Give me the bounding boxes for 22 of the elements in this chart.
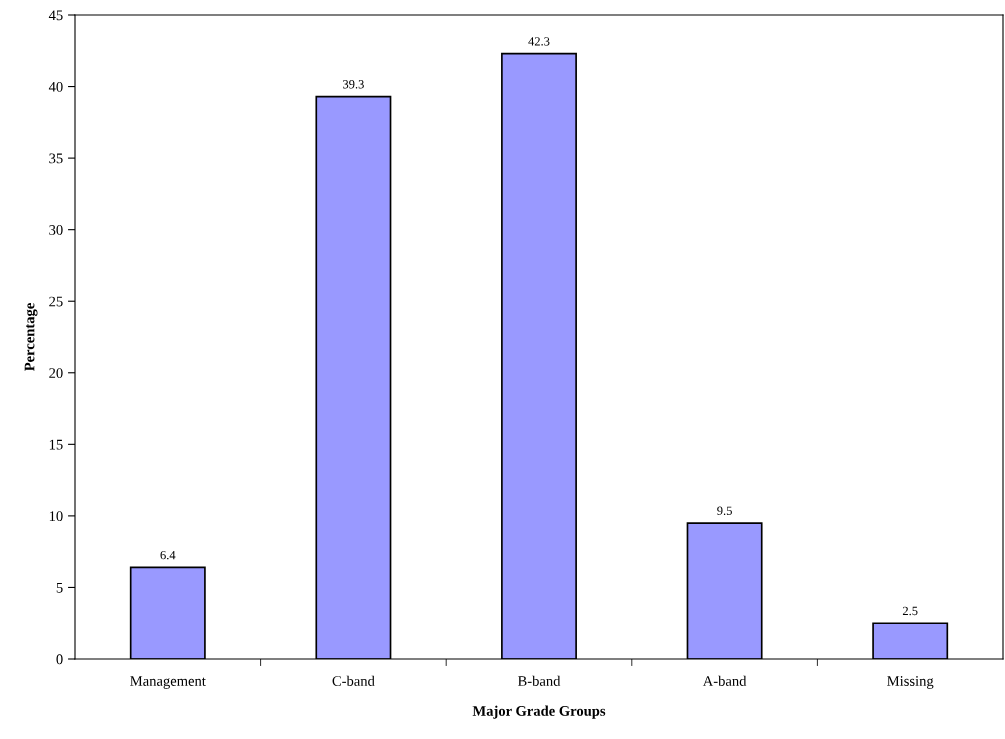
y-tick-label: 5 xyxy=(56,582,63,593)
y-tick-label: 30 xyxy=(49,225,63,235)
y-tick-label: 45 xyxy=(48,10,63,21)
y-tick-label: 35 xyxy=(49,153,63,164)
y-tick-label: 0 xyxy=(56,654,63,665)
x-axis-title: Major Grade Groups xyxy=(472,705,606,719)
x-tick-label: A-band xyxy=(702,675,747,686)
data-label: 42.3 xyxy=(528,37,550,46)
y-axis-title: Percentage xyxy=(24,303,38,372)
y-tick-label: 40 xyxy=(48,81,63,92)
x-tick-label: B-band xyxy=(517,675,561,686)
y-tick-label: 25 xyxy=(49,296,63,307)
y-tick-label: 10 xyxy=(49,511,63,522)
x-tick-label: Management xyxy=(130,676,206,689)
y-tick-label: 20 xyxy=(49,368,63,378)
x-tick-label: C-band xyxy=(332,675,375,686)
data-label: 39.3 xyxy=(343,80,364,89)
x-tick-label: Missing xyxy=(887,676,934,689)
y-tick-label: 15 xyxy=(49,439,63,450)
data-label: 6.4 xyxy=(160,550,176,560)
data-label: 2.5 xyxy=(902,606,918,616)
data-label: 9.5 xyxy=(717,506,732,515)
